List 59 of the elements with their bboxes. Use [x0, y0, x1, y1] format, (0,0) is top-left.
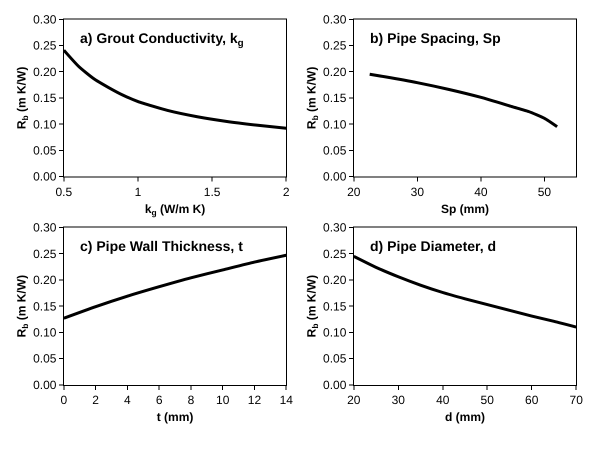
y-tick-label: 0.30	[33, 220, 57, 235]
x-tick-label: 40	[436, 393, 450, 408]
x-tick-label: 60	[525, 393, 539, 408]
x-tick-label: 2	[92, 393, 100, 408]
x-axis-title: k$_{g}$ (W/m K)	[144, 202, 206, 218]
x-tick-label: 12	[248, 393, 262, 408]
y-tick-label: 0.20	[33, 64, 57, 79]
y-tick-label: 0.30	[323, 220, 347, 235]
x-tick-label: 2	[282, 184, 290, 199]
text: c) Pipe Wall Thickness, t	[80, 238, 244, 254]
x-tick-label: 20	[347, 184, 361, 199]
y-tick-label: 0.10	[323, 326, 347, 340]
x-tick-label: 1	[134, 184, 142, 199]
y-tick-label: 0.00	[323, 378, 347, 392]
y-tick-label: 0.10	[33, 117, 57, 132]
y-tick-label: 0.25	[33, 38, 57, 53]
y-tick-label: 0.25	[323, 38, 347, 53]
x-tick-label: 6	[156, 393, 163, 408]
x-tick-label: 30	[392, 393, 406, 408]
text: b) Pipe Spacing, Sp	[370, 30, 501, 46]
x-tick-label: 0	[60, 393, 68, 408]
line-series	[368, 72, 559, 128]
x-tick-label: 8	[188, 393, 195, 408]
y-tick-label: 0.20	[323, 64, 347, 79]
y-tick-label: 0.05	[33, 143, 57, 158]
y-tick-label: 0.00	[33, 378, 57, 392]
y-tick-label: 0.15	[323, 299, 347, 314]
y-tick-label: 0.30	[33, 12, 57, 26]
y-tick-label: 0.25	[33, 246, 57, 261]
y-tick-label: 0.15	[323, 91, 347, 106]
y-tick-label: 0.00	[33, 170, 57, 184]
x-tick-label: 14	[280, 393, 294, 408]
y-tick-label: 0.05	[33, 352, 57, 366]
x-tick-label: 4	[124, 393, 132, 408]
y-tick-label: 0.20	[33, 273, 57, 288]
y-tick-label: 0.10	[33, 326, 57, 340]
y-tick-label: 0.00	[323, 170, 347, 184]
y-tick-label: 0.25	[323, 246, 347, 261]
x-tick-label: 0.5	[56, 184, 73, 199]
x-tick-label: 30	[410, 184, 424, 199]
x-tick-label: 1.5	[204, 184, 221, 199]
y-tick-label: 0.15	[33, 299, 57, 314]
y-tick-label: 0.30	[323, 12, 347, 26]
y-tick-label: 0.20	[323, 273, 347, 288]
y-tick-label: 0.15	[33, 91, 57, 106]
x-tick-label: 10	[216, 393, 230, 408]
x-tick-label: 40	[474, 184, 488, 199]
x-axis-title: t (mm)	[156, 410, 194, 424]
x-tick-label: 50	[538, 184, 552, 199]
x-tick-label: 20	[347, 393, 361, 408]
y-tick-label: 0.10	[323, 117, 347, 132]
x-tick-label: 50	[480, 393, 494, 408]
x-tick-label: 70	[570, 393, 584, 408]
text: d) Pipe Diameter, d	[370, 238, 496, 254]
x-axis-title: Sp (mm)	[440, 202, 489, 216]
y-tick-label: 0.05	[323, 352, 347, 366]
text: a) Grout Conductivity, k$_{g}$	[80, 30, 244, 49]
y-tick-label: 0.05	[323, 143, 347, 158]
x-axis-title: d (mm)	[444, 410, 485, 424]
